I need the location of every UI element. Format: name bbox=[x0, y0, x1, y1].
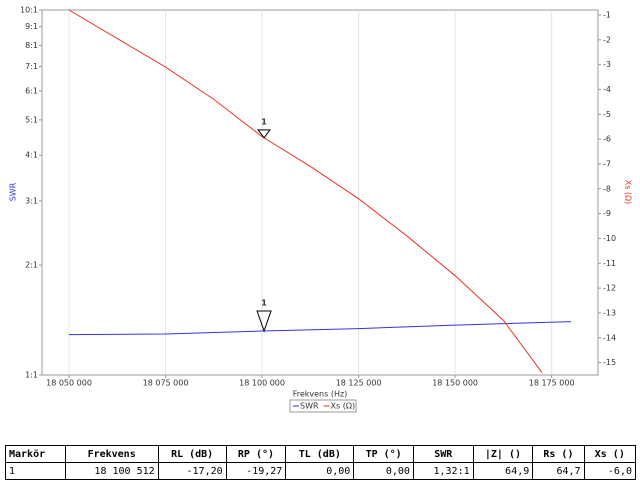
y2-tick-label: -5 bbox=[603, 110, 611, 119]
y2-tick-label: -1 bbox=[603, 10, 611, 19]
table-cell: -6,0 bbox=[583, 462, 637, 480]
y2-tick-label: -10 bbox=[603, 234, 616, 243]
y2-tick-label: -12 bbox=[603, 284, 616, 293]
x-tick-label: 18 175 000 bbox=[529, 379, 575, 388]
marker-triangle bbox=[257, 129, 272, 139]
y2-tick-label: -7 bbox=[603, 159, 611, 168]
table-cell: TP (°) bbox=[353, 445, 414, 463]
x-tick-label: 18 050 000 bbox=[46, 379, 92, 388]
legend-label: Xs (Ω) bbox=[331, 402, 356, 411]
y-tick-label: 1:1 bbox=[25, 371, 38, 380]
plot-frame bbox=[41, 9, 599, 376]
chart: SWR Xs (Ω) Frekvens (Hz) 18 050 000 18 07… bbox=[9, 6, 633, 413]
y-tick-label: 7:1 bbox=[25, 62, 38, 71]
y-tick-label: 6:1 bbox=[25, 86, 38, 95]
table-cell: 0,00 bbox=[353, 462, 414, 480]
marker-triangle bbox=[256, 310, 272, 333]
table-cell: RP (°) bbox=[225, 445, 287, 463]
y2-tick-label: -14 bbox=[603, 333, 616, 342]
table-cell: -19,27 bbox=[225, 462, 287, 480]
y2-tick-label: -2 bbox=[603, 35, 611, 44]
y-tick-label: 2:1 bbox=[25, 261, 38, 270]
table-cell: SWR bbox=[412, 445, 474, 463]
legend-box bbox=[289, 399, 357, 413]
table-cell: 18 100 512 bbox=[64, 462, 159, 480]
table-cell: 64,7 bbox=[532, 462, 585, 480]
x-tick-label: 18 075 000 bbox=[143, 379, 189, 388]
y-tick-label: 5:1 bbox=[25, 115, 38, 124]
y-axis-label: SWR bbox=[9, 182, 18, 201]
y2-tick-label: -4 bbox=[603, 85, 611, 94]
table-cell: Markör bbox=[5, 445, 66, 463]
table-cell: -17,20 bbox=[157, 462, 227, 480]
marker-label: 1 bbox=[261, 117, 267, 126]
y2-tick-label: -9 bbox=[603, 209, 611, 218]
y2-tick-label: -11 bbox=[603, 259, 616, 268]
table-cell: RL (dB) bbox=[157, 445, 227, 463]
table-cell: Xs () bbox=[583, 445, 637, 463]
table-row: 1 18 100 512 -17,20 -19,27 0,00 0,00 1,32:1 64,… bbox=[5, 462, 637, 480]
y2-tick-label: -8 bbox=[603, 184, 611, 193]
y2-tick-label: -15 bbox=[603, 358, 616, 367]
table-cell: |Z| () bbox=[472, 445, 534, 463]
y2-tick-label: -6 bbox=[603, 135, 611, 144]
table-cell: 1 bbox=[5, 462, 66, 480]
y2-tick-label: -13 bbox=[603, 308, 616, 317]
y2-axis-label: Xs (Ω) bbox=[624, 180, 633, 205]
y-tick-label: 8:1 bbox=[25, 41, 38, 50]
marker-table: Markör Frekvens RL (dB) RP (°) TL (dB) TP (°)… bbox=[5, 445, 637, 480]
y-tick-label: 4:1 bbox=[25, 151, 38, 160]
table-cell: TL (dB) bbox=[285, 445, 355, 463]
table-cell: 1,32:1 bbox=[412, 462, 474, 480]
marker-label: 1 bbox=[261, 298, 267, 307]
y2-tick-label: -3 bbox=[603, 60, 611, 69]
x-tick-label: 18 100 000 bbox=[239, 379, 285, 388]
series-line bbox=[68, 9, 543, 373]
legend-label: SWR bbox=[300, 402, 319, 411]
table-cell: Frekvens bbox=[64, 445, 159, 463]
x-tick-label: 18 150 000 bbox=[432, 379, 478, 388]
x-tick-label: 18 125 000 bbox=[336, 379, 382, 388]
table-cell: Rs () bbox=[532, 445, 585, 463]
table-cell: 64,9 bbox=[472, 462, 534, 480]
series-line bbox=[69, 321, 571, 336]
table-cell: 0,00 bbox=[285, 462, 355, 480]
x-axis-label: Frekvens (Hz) bbox=[293, 390, 348, 399]
y-tick-label: 3:1 bbox=[25, 196, 38, 205]
y-tick-label: 10:1 bbox=[20, 6, 38, 15]
y-tick-label: 9:1 bbox=[25, 22, 38, 31]
